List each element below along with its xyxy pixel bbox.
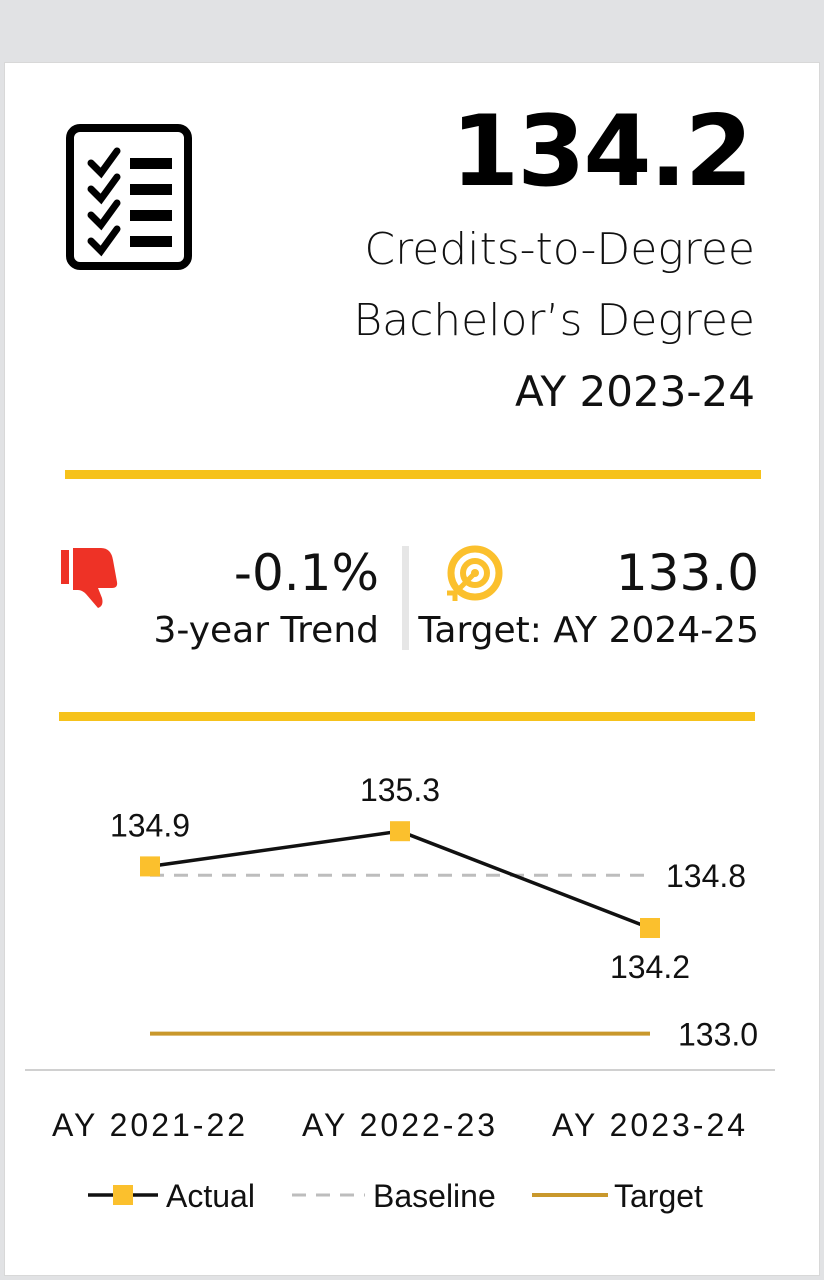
actual-point	[140, 856, 160, 877]
legend-baseline-label: Baseline	[373, 1178, 496, 1214]
actual-point	[640, 918, 660, 938]
kpi-card: 134.2 Credits-to-Degree Bachelor’s Degre…	[4, 62, 820, 1276]
thumbs-down-icon	[61, 548, 118, 608]
degree-name: Bachelor’s Degree	[353, 295, 755, 346]
divider	[65, 470, 761, 479]
metric-name: Credits-to-Degree	[364, 224, 755, 275]
legend-target-label: Target	[614, 1178, 703, 1214]
baseline-data-label: 134.8	[666, 858, 746, 894]
target-data-label: 133.0	[678, 1017, 758, 1053]
target-value: 133.0	[615, 544, 759, 602]
target-label: Target: AY 2024-25	[418, 610, 759, 651]
actual-data-label: 134.9	[110, 807, 190, 843]
trend-value: -0.1%	[233, 544, 379, 602]
actual-series-line	[149, 829, 651, 930]
actual-data-label: 134.2	[610, 949, 690, 985]
headline-value: 134.2	[451, 95, 753, 209]
actual-data-label: 135.3	[360, 772, 440, 808]
legend: Actual Baseline Target	[88, 1178, 703, 1214]
x-tick-label: AY 2023-24	[552, 1107, 748, 1143]
target-icon	[447, 545, 503, 601]
x-tick-label: AY 2021-22	[52, 1107, 248, 1143]
legend-actual-marker	[113, 1185, 133, 1205]
academic-year: AY 2023-24	[515, 367, 755, 416]
checklist-icon	[66, 124, 192, 270]
x-tick-label: AY 2022-23	[302, 1107, 498, 1143]
legend-actual-label: Actual	[166, 1178, 255, 1214]
trend-label: 3-year Trend	[153, 610, 379, 651]
divider	[59, 712, 755, 721]
stat-separator	[402, 546, 409, 650]
actual-point	[390, 821, 410, 842]
